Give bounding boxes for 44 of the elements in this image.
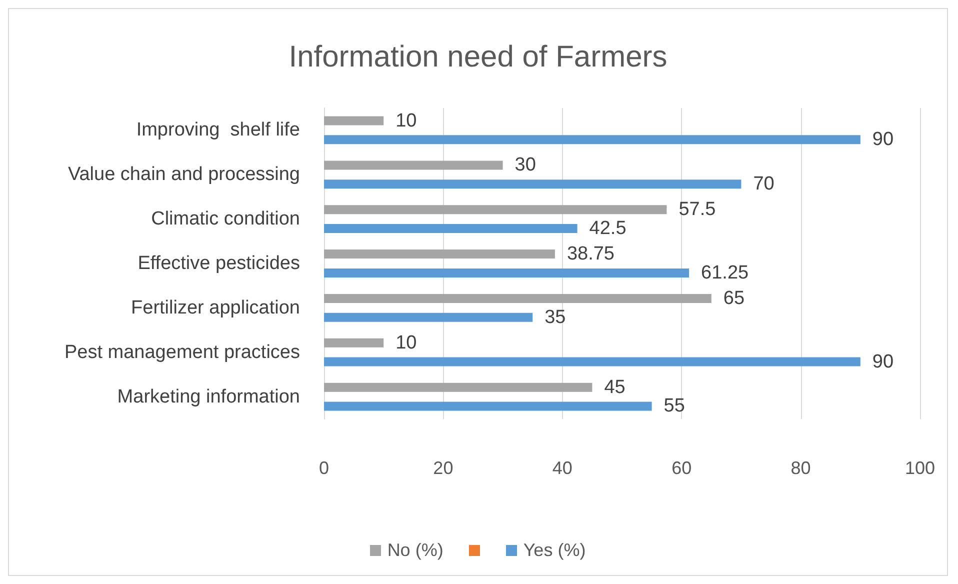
y-tick-label: Improving shelf life: [136, 120, 300, 141]
bar: [324, 382, 592, 392]
bar: [324, 160, 503, 170]
x-tick-label: 20: [433, 458, 454, 478]
bar: [324, 224, 578, 234]
y-tick-label: Pest management practices: [64, 342, 300, 363]
data-label: 42.5: [589, 218, 626, 240]
data-label: 10: [396, 332, 417, 354]
y-tick-label: Fertilizer application: [131, 297, 300, 318]
bar: [324, 268, 690, 278]
legend-label: No (%): [387, 540, 444, 561]
bar: [324, 116, 384, 126]
data-label: 90: [872, 129, 894, 150]
x-tick-label: 60: [672, 458, 692, 478]
chart-title: Information need of Farmers: [288, 40, 668, 74]
data-label: 10: [396, 110, 417, 132]
data-label: 45: [604, 376, 626, 398]
bar: [324, 294, 712, 303]
bar: [324, 402, 652, 411]
y-tick-label: Value chain and processing: [68, 164, 300, 186]
bar: [324, 180, 742, 189]
data-label: 61.25: [701, 262, 749, 284]
data-label: 90: [872, 351, 894, 372]
data-label: 55: [664, 396, 685, 417]
bar: [324, 135, 860, 144]
y-tick-label: Climatic condition: [151, 208, 300, 230]
x-tick-label: 100: [904, 458, 936, 478]
x-tick-label: 0: [318, 458, 330, 478]
y-tick-label: Marketing information: [117, 386, 300, 408]
data-label: 30: [514, 154, 536, 176]
bar: [324, 357, 860, 366]
data-label: 57.5: [678, 199, 716, 220]
data-label: 35: [544, 306, 566, 328]
bar: [324, 205, 667, 214]
x-tick-label: 40: [552, 458, 572, 478]
y-tick-label: Effective pesticides: [138, 253, 300, 274]
data-label: 38.75: [566, 244, 614, 265]
data-label: 70: [753, 174, 774, 195]
bar: [324, 250, 555, 259]
bar: [324, 312, 533, 322]
x-tick-label: 80: [790, 458, 811, 478]
legend-label: Yes (%): [523, 540, 586, 561]
data-label: 65: [723, 288, 745, 309]
bar: [324, 338, 384, 348]
